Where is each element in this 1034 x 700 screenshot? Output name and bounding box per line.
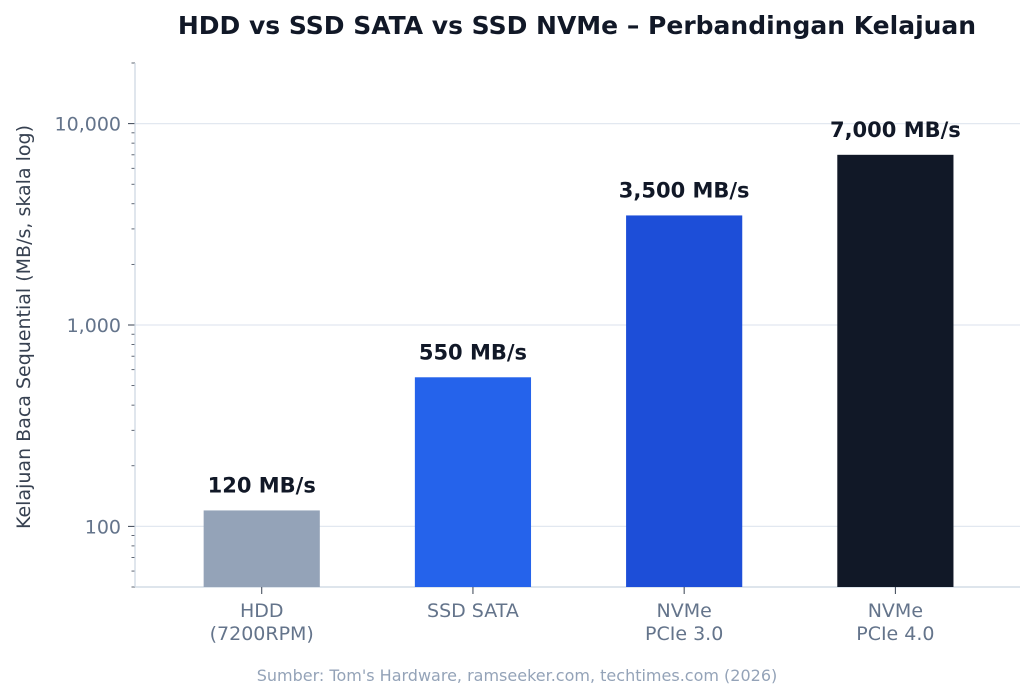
bar-value-label: 120 MB/s	[208, 473, 316, 497]
x-tick-label: HDD	[240, 600, 284, 622]
bars	[203, 154, 954, 588]
chart-title: HDD vs SSD SATA vs SSD NVMe – Perbanding…	[178, 11, 976, 40]
y-axis-label: Kelajuan Baca Sequential (MB/s, skala lo…	[13, 125, 35, 529]
bar-value-label: 7,000 MB/s	[830, 118, 961, 142]
bar-value-label: 550 MB/s	[419, 340, 527, 364]
x-tick-label: (7200RPM)	[210, 623, 314, 645]
y-tick-label: 100	[85, 516, 121, 538]
x-tick-label: PCIe 3.0	[645, 623, 723, 645]
x-tick-label: NVMe	[868, 600, 923, 622]
bar	[626, 215, 743, 588]
x-tick-label: PCIe 4.0	[856, 623, 934, 645]
bar	[414, 377, 532, 587]
y-tick-label: 10,000	[55, 114, 121, 136]
bar	[837, 154, 954, 588]
x-tick-label: SSD SATA	[427, 600, 519, 622]
bar	[203, 510, 320, 587]
x-tick-label: NVMe	[657, 600, 712, 622]
source-note: Sumber: Tom's Hardware, ramseeker.com, t…	[257, 666, 777, 685]
bar-value-label: 3,500 MB/s	[619, 178, 750, 202]
y-tick-label: 1,000	[67, 315, 121, 337]
y-tick-labels: 100 1,000 10,000	[55, 114, 121, 539]
data-labels: 120 MB/s 550 MB/s 3,500 MB/s 7,000 MB/s	[208, 118, 961, 498]
